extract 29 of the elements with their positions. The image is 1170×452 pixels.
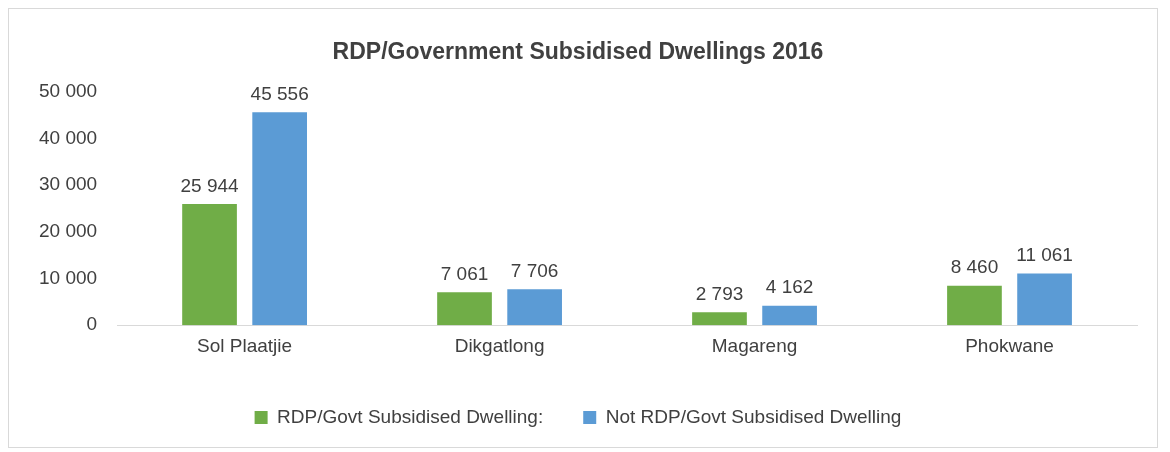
data-label: 7 061 (440, 262, 489, 284)
data-label: 2 793 (695, 282, 744, 304)
bar (252, 112, 307, 326)
y-tick-label: 20 000 (38, 219, 98, 241)
x-tick-label: Phokwane (965, 334, 1054, 356)
legend-label: Not RDP/Govt Subsidised Dwelling (605, 405, 902, 427)
bar (947, 285, 1002, 326)
y-tick-label: 0 (86, 313, 98, 335)
data-label: 7 706 (510, 259, 559, 281)
data-label: 8 460 (950, 256, 999, 278)
bar (437, 292, 492, 326)
bar (182, 203, 237, 326)
x-tick-label: Magareng (711, 334, 798, 356)
y-tick-label: 50 000 (38, 79, 98, 101)
legend-label: RDP/Govt Subsidised Dwelling: (277, 405, 544, 427)
bar (507, 289, 562, 326)
data-label: 45 556 (250, 83, 309, 105)
data-label: 25 944 (180, 174, 240, 196)
bar (762, 305, 817, 326)
x-tick-label: Sol Plaatjie (197, 334, 293, 356)
y-tick-label: 30 000 (38, 173, 98, 195)
chart-title: RDP/Government Subsidised Dwellings 2016 (332, 38, 824, 65)
bar (1017, 273, 1072, 326)
x-tick-label: Dikgatlong (454, 334, 545, 356)
bar (692, 312, 747, 326)
y-tick-label: 10 000 (38, 266, 98, 288)
data-label: 4 162 (765, 276, 814, 298)
y-tick-label: 40 000 (38, 126, 98, 148)
data-label: 11 061 (1016, 244, 1073, 266)
